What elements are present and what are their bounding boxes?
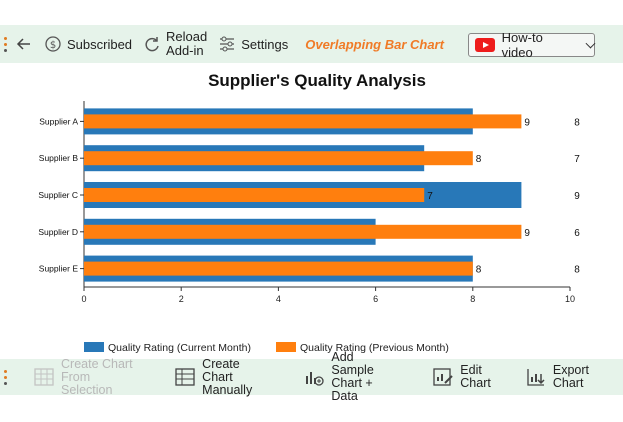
bar-previous-month (84, 188, 425, 202)
x-tick-label: 4 (276, 294, 281, 304)
howto-video-dropdown[interactable]: How-to video (468, 30, 596, 60)
legend-swatch (84, 342, 104, 352)
create-from-selection-line2: From Selection (61, 369, 113, 397)
legend-entry: Quality Rating (Previous Month) (300, 342, 449, 354)
top-toolbar: $ Subscribed Reload Add-in Settings Over… (0, 25, 623, 63)
back-arrow-icon (16, 38, 30, 50)
plot-area: 0 2 4 6 8 10 Supplier A 9 8 Supplier B 8 7 Supplier … (38, 101, 580, 304)
dollar-circle-icon: $ (45, 36, 61, 52)
create-chart-manually-button[interactable]: Create Chart Manually (174, 356, 269, 397)
chart-title: Supplier's Quality Analysis (208, 71, 426, 90)
category-label: Supplier D (38, 227, 78, 237)
data-label-previous: 8 (476, 154, 482, 165)
reload-addin-button[interactable]: Reload Add-in (143, 30, 207, 58)
reload-icon (145, 37, 159, 52)
subscribed-label: Subscribed (67, 36, 133, 52)
settings-label: Settings (241, 36, 289, 52)
x-tick-label: 0 (81, 294, 86, 304)
create-manually-line1: Create Chart (202, 356, 240, 384)
category-label: Supplier E (39, 264, 79, 274)
category-label: Supplier A (39, 116, 78, 126)
category-label: Supplier B (39, 153, 79, 163)
data-label-previous: 7 (427, 191, 433, 202)
bar-previous-month (84, 261, 473, 276)
svg-text:$: $ (50, 40, 56, 51)
reload-label-line1: Reload (166, 29, 208, 44)
chart: Supplier's Quality Analysis 0 2 4 6 8 10 Suppl… (38, 71, 580, 354)
settings-button[interactable]: Settings (218, 35, 288, 53)
create-chart-from-selection-button[interactable]: Create Chart From Selection (33, 356, 140, 397)
data-label-current: 8 (574, 117, 580, 128)
create-from-selection-line1: Create Chart (61, 356, 133, 371)
data-label-current: 8 (574, 265, 580, 276)
chevron-down-icon (585, 38, 596, 48)
data-label-previous: 8 (476, 265, 482, 276)
edit-line1: Edit (460, 363, 482, 377)
addin-title: Overlapping Bar Chart (305, 36, 444, 52)
legend: Quality Rating (Current Month) Quality Ra… (84, 342, 449, 354)
sample-chart-icon (306, 372, 325, 386)
category-label: Supplier C (38, 190, 78, 200)
bar-previous-month (84, 151, 473, 166)
legend-swatch (276, 342, 296, 352)
add-sample-line1: Add Sample (331, 350, 374, 377)
export-line2: Chart (552, 376, 584, 390)
bar-previous-month (84, 114, 522, 129)
x-tick-label: 10 (565, 294, 575, 304)
create-manually-line2: Manually (202, 382, 253, 397)
x-tick-label: 2 (179, 294, 184, 304)
toolbar-grip-icon[interactable] (4, 36, 7, 52)
bar-previous-month (84, 224, 522, 239)
bottom-toolbar: Create Chart From Selection Create Chart… (0, 351, 623, 403)
toolbar-grip-icon[interactable] (4, 369, 7, 385)
subscribed-button[interactable]: $ Subscribed (44, 35, 132, 53)
x-tick-label: 8 (470, 294, 475, 304)
data-label-previous: 9 (524, 117, 530, 128)
back-button[interactable] (15, 35, 33, 53)
data-label-current: 7 (574, 154, 580, 165)
data-label-previous: 9 (524, 228, 530, 239)
howto-label: How-to video (501, 30, 543, 60)
export-chart-button[interactable]: Export Chart (525, 364, 589, 390)
youtube-icon (475, 38, 495, 52)
data-label-current: 9 (574, 191, 580, 202)
data-label-current: 6 (574, 228, 580, 239)
edit-chart-icon (433, 368, 453, 386)
legend-entry: Quality Rating (Current Month) (108, 342, 251, 354)
table-edit-icon (175, 368, 195, 386)
x-tick-label: 6 (373, 294, 378, 304)
table-grid-icon (34, 368, 54, 386)
add-sample-chart-button[interactable]: Add Sample Chart + Data (303, 351, 398, 403)
export-chart-icon (527, 369, 545, 386)
edit-chart-button[interactable]: Edit Chart (432, 364, 491, 390)
export-line1: Export (552, 363, 589, 377)
add-sample-line2: Chart + Data (331, 376, 373, 403)
edit-line2: Chart (460, 376, 491, 390)
sliders-icon (220, 36, 235, 52)
reload-label-line2: Add-in (166, 43, 204, 58)
